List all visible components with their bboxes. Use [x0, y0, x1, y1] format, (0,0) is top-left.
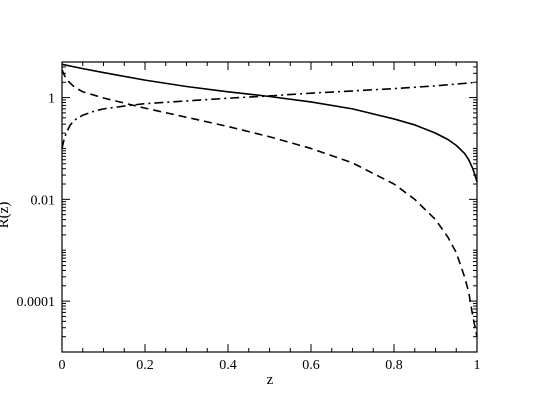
- x-tick-label: 0.8: [385, 358, 403, 373]
- y-axis-label: R(z): [0, 202, 12, 229]
- series-line-dashdot: [61, 81, 478, 149]
- plot-frame: [61, 61, 478, 353]
- y-tick-label: 1: [48, 92, 55, 107]
- x-tick-label: 0.6: [302, 358, 320, 373]
- x-tick-label: 0.4: [219, 358, 237, 373]
- tick-labels: 0 0.2 0.4 0.6 0.8 1 0.0001 0.01 1: [17, 92, 481, 373]
- series-group: [61, 63, 478, 337]
- x-tick-label: 1: [474, 358, 481, 373]
- x-axis-label: z: [267, 372, 274, 388]
- series-line-dashed: [61, 69, 478, 337]
- series-line-solid: [61, 63, 478, 183]
- y-tick-label: 0.01: [31, 193, 56, 208]
- x-tick-label: 0.2: [136, 358, 154, 373]
- x-tick-label: 0: [59, 358, 66, 373]
- y-tick-label: 0.0001: [17, 295, 56, 310]
